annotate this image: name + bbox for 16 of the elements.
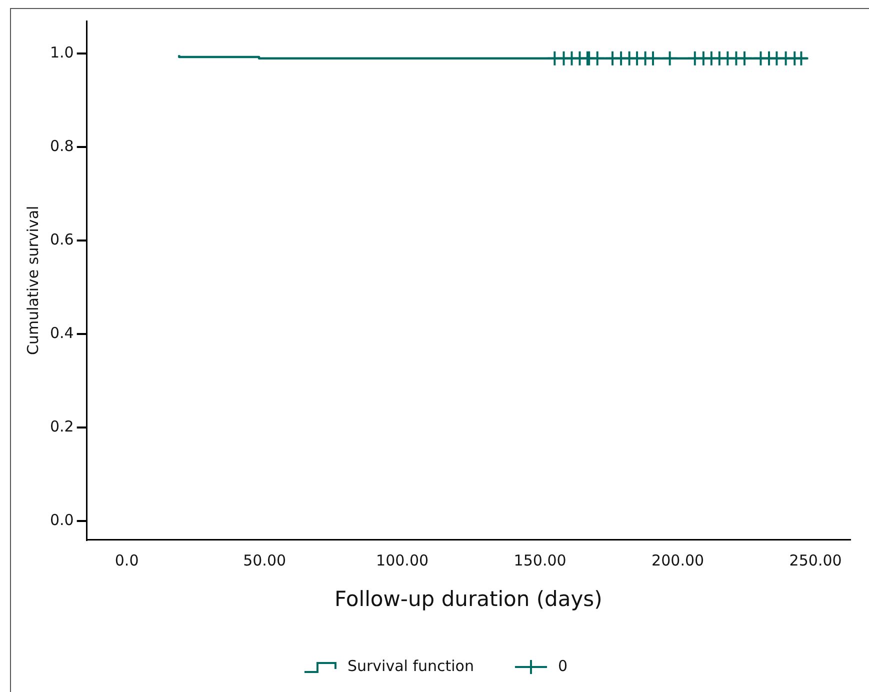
y-tick-label: 0.0 <box>50 510 74 529</box>
x-tick-label: 250.00 <box>789 552 842 570</box>
y-tick-label: 0.4 <box>50 324 74 342</box>
x-tick-label: 100.00 <box>376 552 429 570</box>
x-tick-label: 150.00 <box>514 552 566 570</box>
x-tick-label: 200.00 <box>652 552 704 570</box>
y-tick-label: 0.2 <box>50 418 74 436</box>
legend-label: Survival function <box>347 656 474 675</box>
y-tick-label: 0.8 <box>50 137 74 156</box>
y-tick-label: 1.0 <box>50 44 74 62</box>
legend-label: 0 <box>558 656 568 675</box>
y-axis-title: Cumulative survival <box>24 206 42 355</box>
x-tick-label: 50.00 <box>243 552 286 570</box>
x-tick-label: 0.0 <box>114 552 139 570</box>
x-axis-title: Follow-up duration (days) <box>334 586 602 611</box>
y-tick-label: 0.6 <box>50 230 74 249</box>
